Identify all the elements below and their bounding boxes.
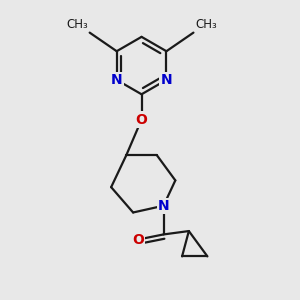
Text: N: N	[111, 73, 122, 87]
Text: O: O	[132, 232, 144, 247]
Text: CH₃: CH₃	[195, 18, 217, 31]
Text: N: N	[158, 199, 169, 213]
Text: CH₃: CH₃	[66, 18, 88, 31]
Text: N: N	[160, 73, 172, 87]
Text: O: O	[136, 112, 148, 127]
